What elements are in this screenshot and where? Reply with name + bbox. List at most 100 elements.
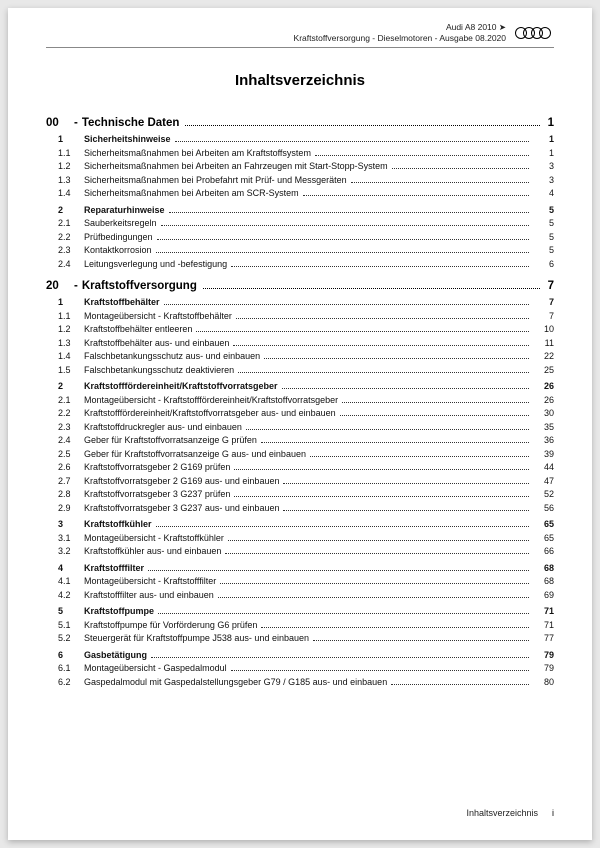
toc-item-num: 1.1 xyxy=(46,147,84,161)
toc-group-page: 68 xyxy=(532,562,554,576)
toc-group-page: 26 xyxy=(532,380,554,394)
toc-leader-dots xyxy=(233,345,529,346)
toc-item-label: Montageübersicht - Kraftstofffördereinhe… xyxy=(84,394,338,408)
toc-group-label: Gasbetätigung xyxy=(84,649,147,663)
toc-item-page: 4 xyxy=(532,187,554,201)
toc-group-page: 71 xyxy=(532,605,554,619)
toc-item-num: 2.6 xyxy=(46,461,84,475)
page-title: Inhaltsverzeichnis xyxy=(46,72,554,89)
toc-group-head: 5Kraftstoffpumpe71 xyxy=(46,605,554,619)
toc-leader-dots xyxy=(236,318,529,319)
toc-leader-dots xyxy=(261,442,529,443)
toc-leader-dots xyxy=(264,358,529,359)
toc-leader-dots xyxy=(246,429,529,430)
toc-item: 4.1Montageübersicht - Kraftstofffilter68 xyxy=(46,575,554,589)
toc-item-label: Sauberkeitsregeln xyxy=(84,217,157,231)
toc-item-page: 26 xyxy=(532,394,554,408)
page-footer: Inhaltsverzeichnis i xyxy=(46,798,554,818)
toc-item-num: 2.1 xyxy=(46,217,84,231)
toc-item-num: 1.5 xyxy=(46,364,84,378)
toc-item-label: Falschbetankungsschutz deaktivieren xyxy=(84,364,234,378)
toc-item: 3.1Montageübersicht - Kraftstoffkühler65 xyxy=(46,532,554,546)
toc-item: 2.1Montageübersicht - Kraftstoffförderei… xyxy=(46,394,554,408)
toc-item-num: 6.1 xyxy=(46,662,84,676)
toc-item-label: Kraftstoffkühler aus- und einbauen xyxy=(84,545,221,559)
toc-item-num: 1.2 xyxy=(46,160,84,174)
toc-item-page: 77 xyxy=(532,632,554,646)
toc-item-page: 6 xyxy=(532,258,554,272)
toc-item: 1.3Sicherheitsmaßnahmen bei Probefahrt m… xyxy=(46,174,554,188)
toc-item-num: 1.4 xyxy=(46,350,84,364)
toc-section-head: 00-Technische Daten1 xyxy=(46,117,554,129)
toc-group-label: Kraftstoffkühler xyxy=(84,518,152,532)
toc-item-num: 3.1 xyxy=(46,532,84,546)
toc-item: 2.7Kraftstoffvorratsgeber 2 G169 aus- un… xyxy=(46,475,554,489)
toc-group-head: 2Reparaturhinweise5 xyxy=(46,204,554,218)
toc-item-page: 11 xyxy=(532,337,554,351)
toc-item-page: 56 xyxy=(532,502,554,516)
toc-item: 1.2Sicherheitsmaßnahmen bei Arbeiten an … xyxy=(46,160,554,174)
header-line2: Kraftstoffversorgung - Dieselmotoren - A… xyxy=(294,33,506,44)
toc-group-head: 1Sicherheitshinweise1 xyxy=(46,133,554,147)
toc-section-label: Kraftstoffversorgung xyxy=(82,280,197,292)
toc-item-page: 66 xyxy=(532,545,554,559)
toc-item: 6.1Montageübersicht - Gaspedalmodul79 xyxy=(46,662,554,676)
toc-leader-dots xyxy=(392,168,529,169)
toc-item-page: 69 xyxy=(532,589,554,603)
toc-item-page: 52 xyxy=(532,488,554,502)
toc-group-head: 4Kraftstofffilter68 xyxy=(46,562,554,576)
toc-group-label: Kraftstofffilter xyxy=(84,562,144,576)
toc-item-num: 2.3 xyxy=(46,244,84,258)
section-dash: - xyxy=(74,280,78,292)
toc-item-label: Kraftstofffördereinheit/Kraftstoffvorrat… xyxy=(84,407,336,421)
toc-item: 1.5Falschbetankungsschutz deaktivieren25 xyxy=(46,364,554,378)
toc-item: 1.1Sicherheitsmaßnahmen bei Arbeiten am … xyxy=(46,147,554,161)
toc-item-num: 2.2 xyxy=(46,407,84,421)
toc-item-label: Kraftstoffvorratsgeber 2 G169 prüfen xyxy=(84,461,230,475)
toc-leader-dots xyxy=(225,553,529,554)
toc-item: 2.9Kraftstoffvorratsgeber 3 G237 aus- un… xyxy=(46,502,554,516)
toc-group-num: 2 xyxy=(46,380,84,394)
toc-group-num: 3 xyxy=(46,518,84,532)
toc-leader-dots xyxy=(283,483,529,484)
toc-group-head: 1Kraftstoffbehälter7 xyxy=(46,296,554,310)
toc-item-page: 7 xyxy=(532,310,554,324)
section-dash: - xyxy=(74,117,78,129)
toc-item-page: 68 xyxy=(532,575,554,589)
toc-item: 1.4Sicherheitsmaßnahmen bei Arbeiten am … xyxy=(46,187,554,201)
toc-leader-dots xyxy=(151,657,529,658)
toc-item-label: Montageübersicht - Kraftstoffbehälter xyxy=(84,310,232,324)
toc-leader-dots xyxy=(342,402,529,403)
toc-section-page: 7 xyxy=(544,280,554,292)
toc-item: 2.1Sauberkeitsregeln5 xyxy=(46,217,554,231)
toc-item-num: 2.7 xyxy=(46,475,84,489)
toc-item: 5.1Kraftstoffpumpe für Vorförderung G6 p… xyxy=(46,619,554,633)
toc-leader-dots xyxy=(175,141,529,142)
toc-item-label: Prüfbedingungen xyxy=(84,231,153,245)
toc-item-label: Sicherheitsmaßnahmen bei Arbeiten am Kra… xyxy=(84,147,311,161)
toc-leader-dots xyxy=(261,627,529,628)
toc-item-page: 80 xyxy=(532,676,554,690)
toc-item-num: 3.2 xyxy=(46,545,84,559)
toc-leader-dots xyxy=(231,670,529,671)
toc-item-label: Geber für Kraftstoffvorratsanzeige G prü… xyxy=(84,434,257,448)
toc-item: 2.8Kraftstoffvorratsgeber 3 G237 prüfen5… xyxy=(46,488,554,502)
toc-item-num: 1.1 xyxy=(46,310,84,324)
toc-item-num: 2.5 xyxy=(46,448,84,462)
toc-item-num: 5.2 xyxy=(46,632,84,646)
toc-group-label: Kraftstofffördereinheit/Kraftstoffvorrat… xyxy=(84,380,278,394)
toc-group-head: 2Kraftstofffördereinheit/Kraftstoffvorra… xyxy=(46,380,554,394)
toc-group-label: Reparaturhinweise xyxy=(84,204,165,218)
toc-leader-dots xyxy=(148,570,529,571)
footer-page-number: i xyxy=(552,808,554,818)
toc-item-label: Leitungsverlegung und -befestigung xyxy=(84,258,227,272)
toc-item-num: 2.2 xyxy=(46,231,84,245)
toc-leader-dots xyxy=(283,510,529,511)
toc-item-page: 36 xyxy=(532,434,554,448)
toc-item-label: Steuergerät für Kraftstoffpumpe J538 aus… xyxy=(84,632,309,646)
document-page: Audi A8 2010 ➤ Kraftstoffversorgung - Di… xyxy=(8,8,592,840)
toc-leader-dots xyxy=(234,469,529,470)
toc-item-page: 5 xyxy=(532,244,554,258)
toc-group-gap xyxy=(46,271,554,274)
toc-item-num: 1.4 xyxy=(46,187,84,201)
